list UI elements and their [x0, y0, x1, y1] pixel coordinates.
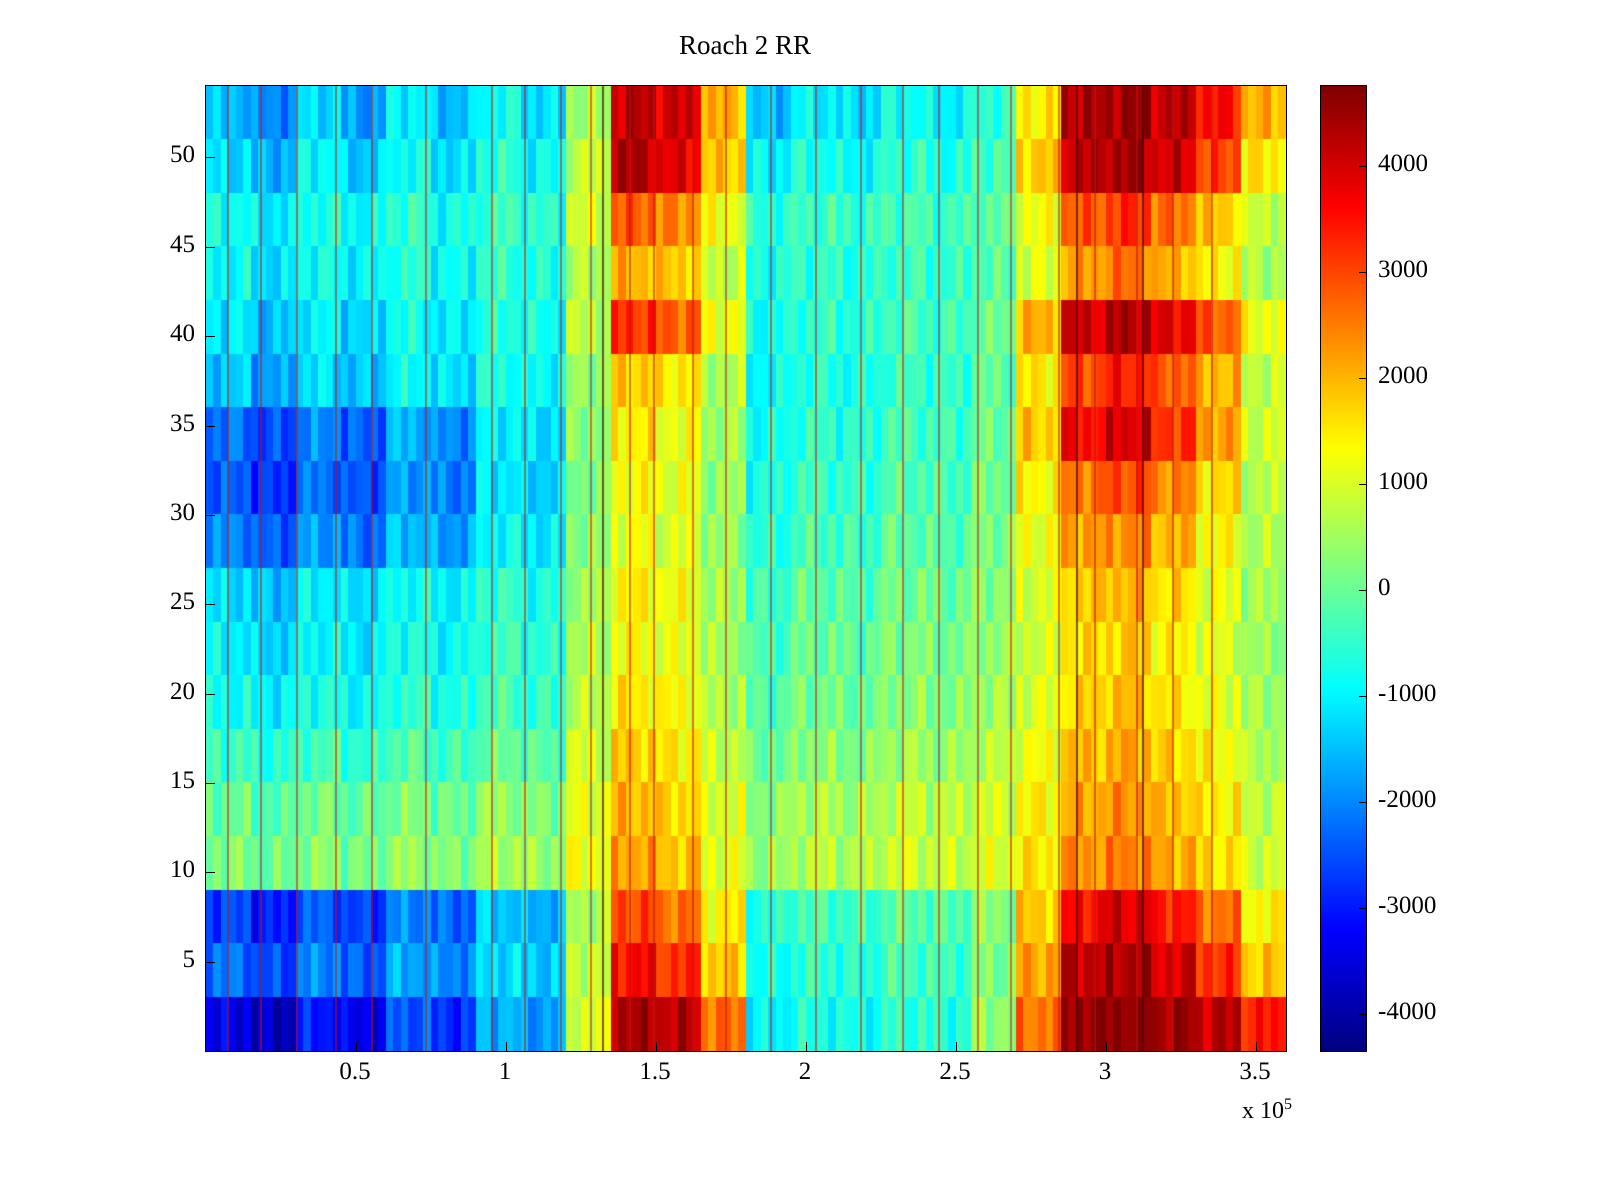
x-tick-label: 2.5: [939, 1058, 971, 1085]
y-tick-mark: [206, 782, 215, 784]
y-tick-mark: [206, 872, 215, 874]
colorbar-tick-label: 0: [1378, 573, 1391, 601]
y-tick-label: 45: [170, 230, 195, 258]
colorbar-tick-mark: [1359, 377, 1366, 379]
x-tick-label: 0.5: [339, 1058, 371, 1085]
x-scale-prefix: x 10: [1242, 1098, 1284, 1124]
colorbar-tick-mark: [1359, 483, 1366, 485]
x-tick-label: 3: [1098, 1058, 1112, 1085]
x-axis-scale-label: x 105: [1140, 1096, 1292, 1125]
x-tick-mark: [806, 1042, 807, 1051]
colorbar-tick-mark: [1359, 589, 1366, 591]
colorbar-tick-mark: [1359, 801, 1366, 803]
x-tick-label: 1.5: [639, 1058, 671, 1085]
y-tick-label: 35: [170, 409, 195, 437]
y-axis-tick-labels: 5 10 15 20 25 30 35 40 45 50: [125, 85, 195, 1050]
y-tick-label: 40: [170, 320, 195, 348]
y-tick-mark: [206, 425, 215, 427]
colorbar-tick-label: 1000: [1378, 467, 1428, 495]
colorbar-tick-labels: 4000 3000 2000 1000 0 -1000 -2000 -3000 -4000: [1378, 85, 1488, 1050]
heatmap-canvas: [206, 86, 1286, 1051]
x-tick-mark: [1106, 1042, 1107, 1051]
y-tick-label: 25: [170, 588, 195, 616]
colorbar-tick-label: -3000: [1378, 891, 1437, 919]
chart-title: Roach 2 RR: [679, 30, 811, 60]
y-tick-mark: [206, 336, 215, 338]
x-tick-label: 1: [498, 1058, 512, 1085]
x-tick-mark: [1256, 1042, 1257, 1051]
x-tick-mark: [656, 1042, 657, 1051]
x-tick-mark: [356, 1042, 357, 1051]
colorbar-tick-mark: [1359, 165, 1366, 167]
y-tick-mark: [206, 604, 215, 606]
y-tick-label: 30: [170, 498, 195, 526]
y-tick-label: 5: [182, 945, 196, 973]
x-tick-label: 3.5: [1239, 1058, 1271, 1085]
x-tick-label: 2: [798, 1058, 812, 1085]
colorbar-tick-label: -2000: [1378, 785, 1437, 813]
colorbar-tick-label: 4000: [1378, 149, 1428, 177]
x-scale-exponent: 5: [1284, 1096, 1292, 1113]
y-tick-label: 20: [170, 677, 195, 705]
colorbar-tick-label: -1000: [1378, 679, 1437, 707]
colorbar-tick-label: 3000: [1378, 255, 1428, 283]
colorbar-tick-mark: [1359, 271, 1366, 273]
colorbar-tick-mark: [1359, 1013, 1366, 1015]
y-tick-mark: [206, 157, 215, 159]
y-tick-label: 15: [170, 766, 195, 794]
y-tick-mark: [206, 693, 215, 695]
x-tick-mark: [506, 1042, 507, 1051]
colorbar-tick-mark: [1359, 695, 1366, 697]
y-tick-label: 10: [170, 856, 195, 884]
x-axis-tick-labels: 0.5 1 1.5 2 2.5 3 3.5: [205, 1058, 1285, 1092]
y-tick-mark: [206, 246, 215, 248]
x-tick-mark: [956, 1042, 957, 1051]
colorbar-tick-label: 2000: [1378, 361, 1428, 389]
y-tick-mark: [206, 514, 215, 516]
colorbar-canvas: [1321, 86, 1366, 1051]
y-tick-mark: [206, 961, 215, 963]
colorbar-tick-mark: [1359, 907, 1366, 909]
colorbar: [1320, 85, 1367, 1052]
y-tick-label: 50: [170, 141, 195, 169]
heatmap-plot-area: [205, 85, 1287, 1052]
colorbar-tick-label: -4000: [1378, 997, 1437, 1025]
